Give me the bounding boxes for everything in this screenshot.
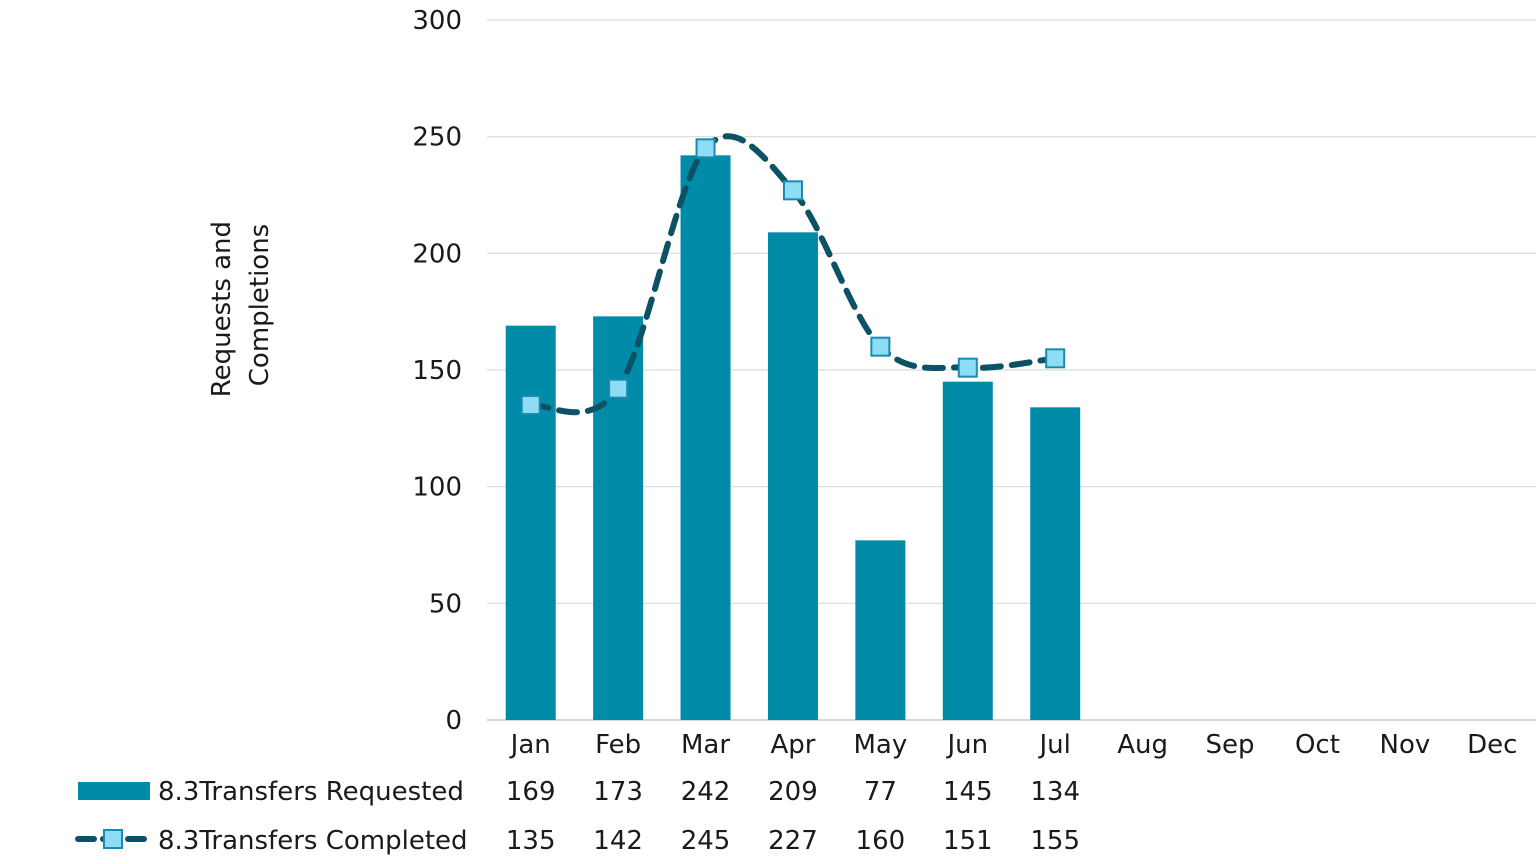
legend-data-table: 8.3Transfers Requested 8.3Transfers Comp… bbox=[75, 777, 1080, 856]
bar-requested bbox=[942, 381, 993, 720]
point-completed bbox=[870, 336, 891, 357]
table-value: 245 bbox=[681, 826, 731, 856]
point-completed bbox=[520, 395, 541, 415]
point-completed bbox=[957, 357, 978, 378]
y-tick-label: 200 bbox=[412, 239, 462, 269]
point-completed bbox=[782, 180, 803, 201]
legend-label-completed: 8.3Transfers Completed bbox=[158, 826, 468, 856]
table-value: 173 bbox=[593, 777, 643, 807]
x-tick-label: Nov bbox=[1380, 730, 1431, 760]
bar-requested bbox=[593, 316, 644, 720]
legend-swatch-requested bbox=[78, 782, 150, 800]
y-axis-ticks: 0 50 100 150 200 250 300 bbox=[412, 6, 462, 736]
y-tick-label: 0 bbox=[445, 706, 462, 736]
legend-label-requested: 8.3Transfers Requested bbox=[158, 777, 464, 807]
table-value: 77 bbox=[864, 777, 897, 807]
legend-swatch-completed bbox=[75, 829, 153, 849]
data-table-values: 169 173 242 209 77 145 134 135 142 245 227 160 151 15… bbox=[506, 777, 1080, 856]
y-axis-label-line-2: Completions bbox=[245, 224, 275, 386]
y-tick-label: 150 bbox=[412, 356, 462, 386]
x-tick-label: Aug bbox=[1117, 730, 1168, 760]
table-value: 169 bbox=[506, 777, 556, 807]
table-value: 209 bbox=[768, 777, 818, 807]
bar-requested bbox=[855, 540, 906, 720]
x-tick-label: Dec bbox=[1467, 730, 1517, 760]
y-tick-label: 250 bbox=[412, 123, 462, 153]
table-value: 151 bbox=[943, 826, 993, 856]
x-tick-label: May bbox=[853, 730, 907, 760]
bar-requested bbox=[767, 232, 818, 721]
y-tick-label: 300 bbox=[412, 6, 462, 36]
x-tick-label: Jun bbox=[945, 730, 988, 760]
table-value: 155 bbox=[1030, 826, 1080, 856]
x-tick-label: Feb bbox=[595, 730, 641, 760]
table-value: 160 bbox=[856, 826, 906, 856]
x-tick-label: Jul bbox=[1038, 730, 1071, 760]
table-value: 242 bbox=[681, 777, 731, 807]
point-completed bbox=[695, 138, 716, 159]
y-tick-label: 100 bbox=[412, 473, 462, 503]
point-completed bbox=[608, 378, 629, 399]
x-tick-label: Sep bbox=[1206, 730, 1255, 760]
y-tick-label: 50 bbox=[429, 589, 462, 619]
bar-requested bbox=[680, 155, 731, 721]
bar-requested bbox=[1030, 407, 1081, 720]
table-value: 135 bbox=[506, 826, 556, 856]
table-value: 145 bbox=[943, 777, 993, 807]
line-completed bbox=[520, 133, 1066, 416]
x-tick-label: Apr bbox=[770, 730, 815, 760]
gridlines bbox=[487, 19, 1536, 721]
y-axis-label-line-1: Requests and bbox=[207, 221, 237, 397]
point-completed bbox=[1045, 348, 1066, 369]
table-value: 134 bbox=[1030, 777, 1080, 807]
x-tick-label: Jan bbox=[509, 730, 551, 760]
table-value: 142 bbox=[593, 826, 643, 856]
bar-requested bbox=[505, 325, 556, 720]
x-axis-ticks: Jan Feb Mar Apr May Jun Jul Aug Sep Oct Nov Dec bbox=[509, 730, 1518, 760]
table-value: 227 bbox=[768, 826, 818, 856]
x-tick-label: Mar bbox=[681, 730, 730, 760]
y-axis-label: Requests and Completions bbox=[207, 213, 275, 398]
x-tick-label: Oct bbox=[1295, 730, 1340, 760]
bars-requested bbox=[505, 155, 1081, 721]
